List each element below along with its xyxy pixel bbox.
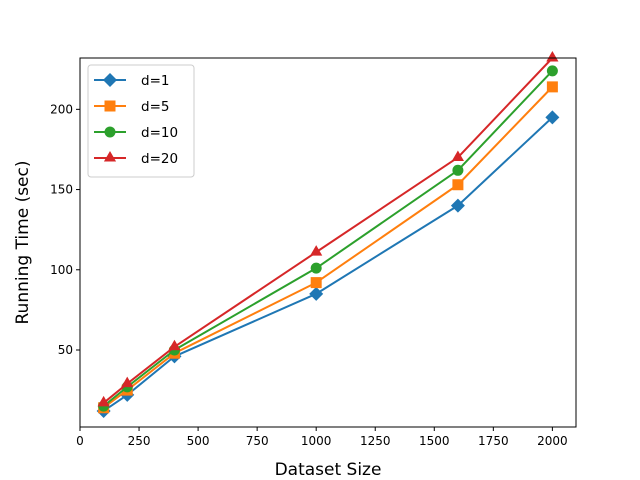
x-tick-label: 500: [187, 434, 210, 448]
x-tick-label: 250: [128, 434, 151, 448]
legend-items: d=1 d=5 d=10 d=20: [94, 73, 178, 167]
x-tick-label: 750: [246, 434, 269, 448]
legend-marker: [103, 73, 117, 87]
legend-item: d=20: [94, 151, 178, 167]
data-point: [546, 51, 559, 62]
data-point: [97, 395, 110, 407]
legend-label: d=20: [141, 151, 178, 167]
x-axis-ticks: 0 250 500 750 1000 1250 1500 1750 2000: [76, 427, 568, 448]
x-tick-label: 1250: [360, 434, 391, 448]
y-tick-label: 150: [50, 183, 73, 197]
data-point: [310, 262, 322, 274]
data-point: [309, 286, 324, 301]
legend-marker: [104, 126, 116, 138]
x-tick-label: 1500: [419, 434, 450, 448]
series-d-1: [96, 110, 560, 418]
legend-label: d=10: [141, 125, 178, 141]
plot-frame: [79, 57, 577, 428]
y-tick-label: 100: [50, 263, 73, 277]
x-tick-label: 0: [76, 434, 84, 448]
data-point: [310, 245, 323, 256]
series-d-20: [97, 51, 559, 407]
data-point: [121, 376, 134, 388]
legend-item: d=5: [94, 99, 169, 115]
x-axis-label: Dataset Size: [275, 460, 382, 480]
legend-marker: [104, 100, 116, 112]
x-tick-label: 1000: [301, 434, 332, 448]
y-tick-label: 200: [50, 102, 73, 116]
data-point: [168, 339, 181, 351]
legend-item: d=10: [94, 125, 178, 141]
y-axis-label: Running Time (sec): [13, 161, 33, 325]
legend-label: d=1: [141, 73, 169, 89]
x-tick-label: 1750: [478, 434, 509, 448]
legend-item: d=1: [94, 73, 169, 89]
data-point: [546, 81, 558, 93]
legend-marker: [103, 151, 117, 162]
data-point: [450, 198, 465, 213]
y-axis-ticks: 50 100 150 200: [50, 102, 80, 357]
data-point: [451, 150, 464, 161]
series-layer: [96, 51, 560, 418]
data-point: [545, 110, 560, 125]
data-point: [452, 179, 464, 191]
data-point: [310, 277, 322, 289]
legend: d=1 d=5 d=10 d=20: [87, 64, 195, 178]
x-tick-label: 2000: [537, 434, 568, 448]
legend-box: [87, 64, 195, 178]
data-point: [546, 65, 558, 77]
legend-label: d=5: [141, 99, 169, 115]
data-point: [452, 164, 464, 176]
y-tick-label: 50: [58, 343, 73, 357]
